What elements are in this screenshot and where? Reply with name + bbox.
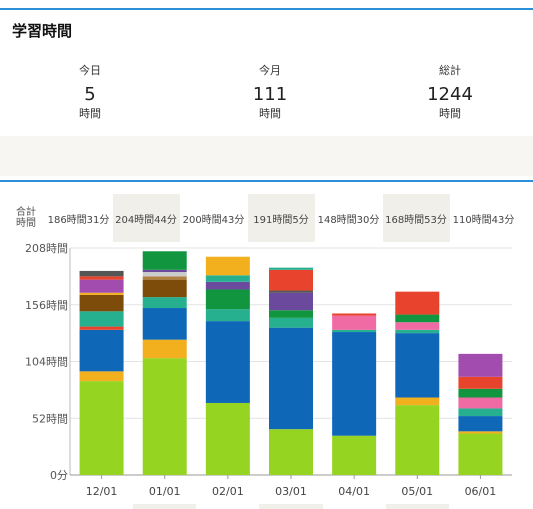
stat-today: 今日 5 時間	[30, 62, 150, 121]
totals-row-label-text: 合計 時間	[16, 207, 36, 229]
bar-segment	[458, 388, 503, 398]
x-tick-label: 01/01	[149, 485, 181, 498]
bar-segment	[395, 329, 440, 334]
x-tick-label: 06/01	[465, 485, 497, 498]
y-tick-label: 52時間	[32, 412, 68, 425]
bar-segment	[332, 329, 377, 333]
total-cell: 186時間31分	[47, 214, 110, 226]
column-shade	[385, 504, 449, 509]
bar-segment	[79, 292, 124, 295]
stat-total-value: 1244	[427, 84, 473, 105]
bar-segment	[269, 327, 313, 430]
bar-segment	[79, 276, 124, 280]
bar-segment	[142, 276, 187, 280]
y-tick-label: 0分	[50, 469, 68, 482]
bar-segment	[395, 291, 440, 315]
bar-segment	[79, 381, 124, 475]
bar-segment	[205, 275, 250, 282]
stat-month-unit: 時間	[259, 107, 281, 120]
total-cell: 168時間53分	[382, 194, 450, 242]
bar-segment	[142, 279, 187, 298]
bar-segment	[332, 332, 377, 436]
bar-segment	[332, 315, 377, 330]
bar-segment	[205, 402, 250, 475]
bar-segment	[458, 376, 503, 389]
x-tick-label: 03/01	[275, 485, 307, 498]
column-shade	[133, 504, 197, 509]
stat-month-label: 今月	[259, 64, 281, 77]
stat-today-unit: 時間	[79, 107, 101, 120]
bar-segment	[458, 431, 503, 434]
bar-segment	[142, 297, 187, 309]
bar-segment	[332, 435, 377, 475]
bar-segment	[79, 329, 124, 372]
bar-segment	[458, 353, 503, 377]
page-title: 学習時間	[12, 22, 73, 40]
total-cell: 200時間43分	[182, 214, 245, 226]
bar-segment	[269, 429, 313, 475]
stat-today-value: 5	[84, 84, 96, 105]
total-cell: 204時間44分	[112, 194, 180, 242]
x-tick-label: 02/01	[212, 485, 244, 498]
stat-today-label: 今日	[79, 64, 101, 77]
y-tick-label: 208時間	[25, 242, 68, 255]
total-cell: 110時間43分	[452, 214, 515, 226]
bar-segment	[79, 326, 124, 330]
bar-segment	[269, 310, 313, 318]
column-shade	[259, 504, 323, 509]
bar-segment	[269, 317, 313, 328]
y-tick-label: 156時間	[25, 299, 68, 312]
bar-segment	[205, 281, 250, 290]
bar-segment	[458, 416, 503, 432]
bar-segment	[79, 311, 124, 327]
bar-segment	[79, 294, 124, 312]
section-rule	[0, 180, 533, 182]
x-tick-label: 04/01	[338, 485, 370, 498]
stat-month-value: 111	[252, 84, 288, 105]
bar-segment	[395, 314, 440, 323]
stat-total-label: 総計	[439, 64, 461, 77]
stat-total: 総計 1244 時間	[390, 62, 510, 121]
bar-segment	[269, 290, 313, 293]
total-cell: 148時間30分	[317, 214, 380, 226]
bar-segment	[269, 269, 313, 291]
info-band	[0, 136, 533, 176]
bar-segment	[332, 313, 377, 316]
bar-segment	[458, 408, 503, 417]
bar-segment	[79, 270, 124, 277]
bar-segment	[205, 289, 250, 310]
bar-segment	[79, 371, 124, 382]
bar-segment	[142, 269, 187, 273]
bar-segment	[142, 308, 187, 340]
stat-month: 今月 111 時間	[210, 62, 330, 121]
bar-segment	[269, 292, 313, 311]
bar-segment	[458, 433, 503, 475]
bar-segment	[395, 405, 440, 475]
x-tick-label: 05/01	[401, 485, 433, 498]
bar-segment	[142, 358, 187, 475]
x-tick-label: 12/01	[86, 485, 118, 498]
top-accent-rule	[0, 8, 533, 10]
bar-segment	[395, 397, 440, 406]
bar-segment	[142, 339, 187, 359]
bar-segment	[269, 267, 313, 270]
stat-total-unit: 時間	[439, 107, 461, 120]
totals-row-label: 合計 時間	[16, 207, 36, 229]
bar-segment	[395, 322, 440, 330]
bar-segment	[142, 251, 187, 270]
total-cell: 191時間5分	[247, 194, 315, 242]
bar-segment	[458, 397, 503, 409]
bar-segment	[205, 321, 250, 403]
bar-segment	[142, 272, 187, 277]
bar-segment	[79, 279, 124, 293]
bar-segment	[205, 309, 250, 322]
bar-segment	[395, 333, 440, 398]
bar-segment	[205, 256, 250, 276]
stacked-bar-chart: 0分 52時間 104時間 156時間 208時間 12/01 01/01 02/01 03/0…	[25, 242, 512, 498]
y-tick-label: 104時間	[25, 356, 68, 369]
